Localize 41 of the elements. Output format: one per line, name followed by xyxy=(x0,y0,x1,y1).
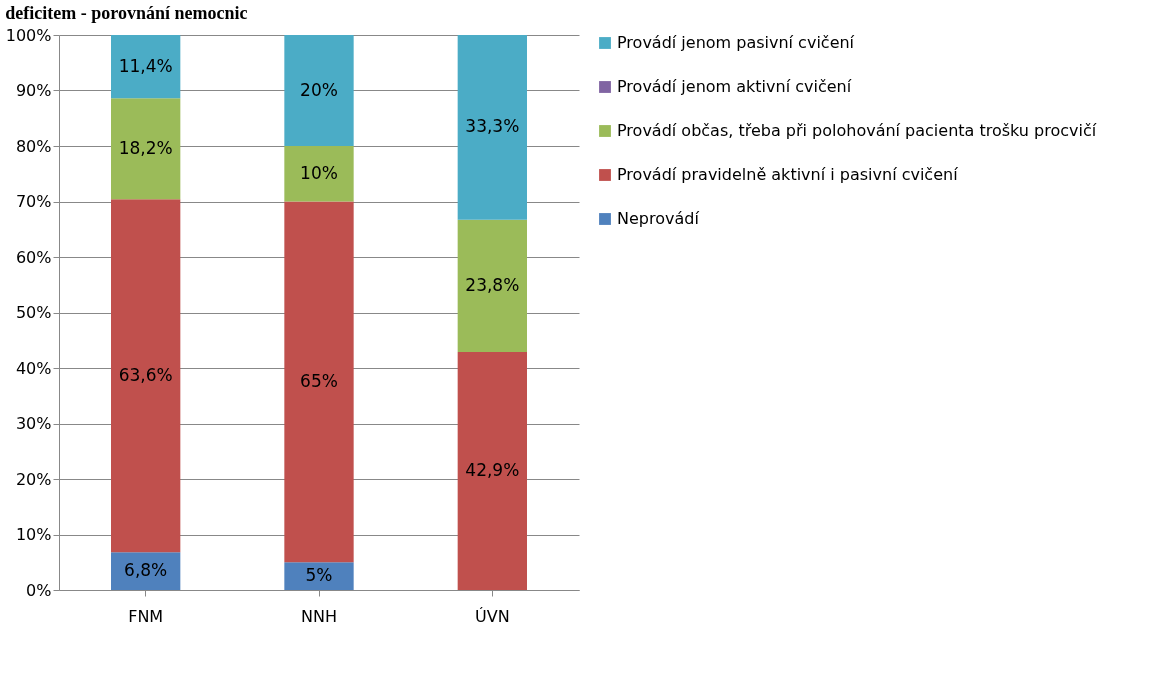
legend-label: Provádí občas, třeba při polohování pacienta trošku procvičí xyxy=(617,121,1097,140)
bar xyxy=(111,199,181,553)
data-label: 23,8% xyxy=(465,274,520,295)
x-tick-label: FNM xyxy=(128,606,164,626)
y-tick-label: 10% xyxy=(15,525,52,544)
data-label: 5% xyxy=(305,565,333,586)
y-tick-label: 0% xyxy=(26,580,52,600)
data-label: 11,4% xyxy=(118,55,173,76)
x-tick-label: NNH xyxy=(301,606,337,626)
bar xyxy=(284,562,354,590)
bar xyxy=(457,35,527,220)
bar xyxy=(284,35,354,146)
legend-label: Provádí pravidelně aktivní i pasivní cvičení xyxy=(617,165,959,184)
y-tick-label: 100% xyxy=(5,25,52,45)
data-label: 6,8% xyxy=(124,560,168,581)
y-tick-label: 40% xyxy=(15,358,52,378)
data-label: 63,6% xyxy=(118,364,173,385)
y-tick-label: 70% xyxy=(15,192,52,211)
bar xyxy=(284,146,354,202)
legend-label: Provádí jenom aktivní cvičení xyxy=(617,77,852,96)
data-label: 33,3% xyxy=(465,116,520,137)
data-label: 18,2% xyxy=(118,137,173,158)
y-tick-label: 60% xyxy=(15,247,52,267)
bar xyxy=(457,351,527,590)
y-tick-label: 80% xyxy=(15,136,52,156)
y-tick-label: 90% xyxy=(15,81,52,100)
data-label: 42,9% xyxy=(465,459,520,480)
bar xyxy=(111,98,181,200)
chart-title: deficitem - porovnání nemocnic xyxy=(5,3,248,23)
x-tick-label: ÚVN xyxy=(475,606,510,626)
data-label: 20% xyxy=(300,79,338,100)
data-label: 65% xyxy=(300,370,338,391)
y-tick-label: 50% xyxy=(15,303,52,322)
bar xyxy=(111,35,181,99)
bar xyxy=(457,219,527,352)
data-label: 10% xyxy=(300,162,338,183)
legend-label: Neprovádí xyxy=(617,209,700,228)
y-tick-label: 30% xyxy=(15,414,52,433)
y-tick-label: 20% xyxy=(15,469,52,489)
legend-label: Provádí jenom pasivní cvičení xyxy=(617,33,855,52)
bar xyxy=(284,201,354,563)
